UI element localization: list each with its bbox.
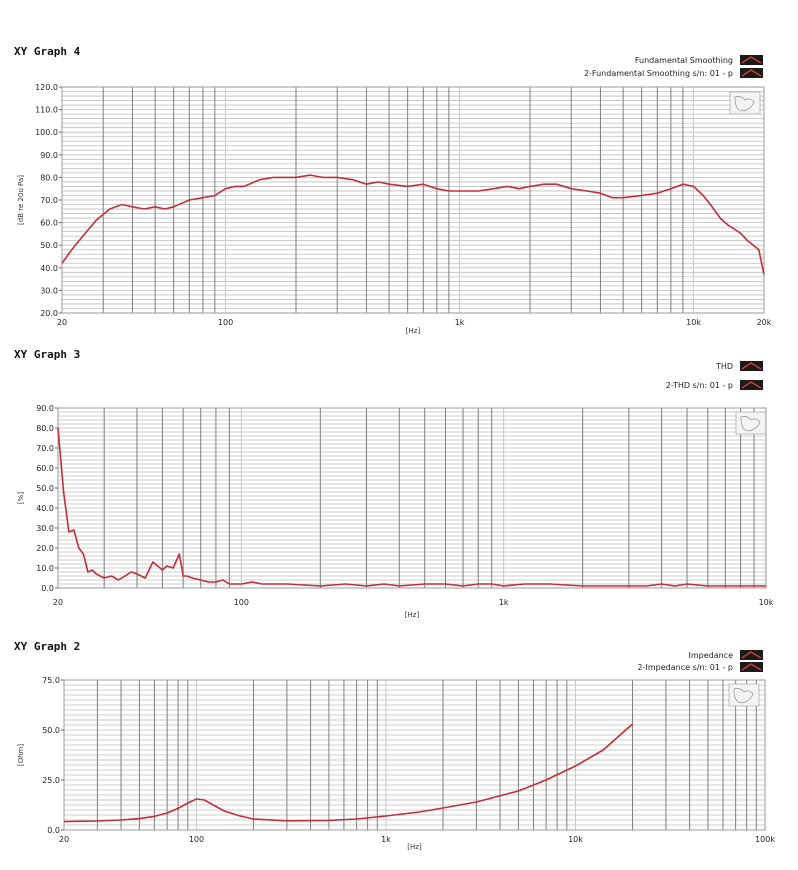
y-tick-label: 70.0 <box>36 444 54 453</box>
watermark-shape <box>740 416 761 432</box>
legend-label: 2-Fundamental Smoothing s/n: 01 - p <box>584 69 733 78</box>
plot-frame <box>57 407 767 589</box>
xy-graph-4: XY Graph 4 Fundamental Smoothing 2-Fundame… <box>14 45 772 335</box>
x-tick-label: 10k <box>759 598 774 607</box>
y-tick-label: 60.0 <box>40 219 58 228</box>
y-tick-label: 80.0 <box>40 173 58 182</box>
y-tick-label: 50.0 <box>42 726 60 735</box>
legend-label: Impedance <box>688 651 733 660</box>
series-line <box>57 427 766 587</box>
y-tick-label: 0.0 <box>41 584 54 593</box>
y-tick-label: 70.0 <box>40 196 58 205</box>
legend-swatch <box>740 662 763 672</box>
xy-graph-2: XY Graph 2 Impedance 2-Impedance s/n: 01 -… <box>14 640 775 851</box>
legend-swatch-line <box>741 651 762 659</box>
y-tick-label: 30.0 <box>36 524 54 533</box>
legend-swatch-line <box>741 362 762 370</box>
y-tick-label: 50.0 <box>36 484 54 493</box>
x-tick-label: 20 <box>59 835 69 844</box>
x-tick-label: 100 <box>189 835 204 844</box>
y-tick-label: 90.0 <box>36 404 54 413</box>
plot-frame <box>61 86 765 314</box>
y-tick-label: 90.0 <box>40 151 58 160</box>
legend-label: Fundamental Smoothing <box>635 56 733 65</box>
watermark-shape <box>733 688 754 704</box>
plot-frame <box>63 679 766 831</box>
y-tick-label: 100.0 <box>35 128 58 137</box>
watermark-logo <box>729 91 761 115</box>
y-axis-label: [dB re 20u Pa] <box>17 175 25 225</box>
x-tick-label: 20k <box>757 318 772 327</box>
legend-label: THD <box>715 362 733 371</box>
watermark-shape <box>734 96 755 112</box>
x-tick-label: 1k <box>499 598 509 607</box>
x-axis-label: [Hz] <box>406 327 421 335</box>
watermark-logo <box>735 411 767 435</box>
y-axis-label: [Ohm] <box>17 744 25 766</box>
x-axis-label: [Hz] <box>407 843 422 851</box>
series-line <box>63 723 634 823</box>
y-axis-label: [%] <box>17 492 25 504</box>
legend-swatch-line <box>741 663 762 671</box>
x-tick-label: 100 <box>234 598 249 607</box>
legend-swatch-line <box>741 381 762 389</box>
plot-area <box>58 408 766 588</box>
legend-swatch <box>740 650 763 660</box>
legend-swatch-line <box>741 69 762 77</box>
y-tick-label: 75.0 <box>42 676 60 685</box>
y-tick-label: 25.0 <box>42 776 60 785</box>
y-tick-label: 20.0 <box>36 544 54 553</box>
legend-swatch <box>740 361 763 371</box>
y-tick-label: 60.0 <box>36 464 54 473</box>
legend-label: 2-Impedance s/n: 01 - p <box>638 663 733 672</box>
y-tick-label: 40.0 <box>40 264 58 273</box>
legend-label: 2-THD s/n: 01 - p <box>666 381 733 390</box>
y-tick-label: 40.0 <box>36 504 54 513</box>
x-tick-label: 100 <box>218 318 233 327</box>
legend-swatch <box>740 380 763 390</box>
chart-title: XY Graph 3 <box>14 348 80 361</box>
x-tick-label: 100k <box>755 835 775 844</box>
y-tick-label: 30.0 <box>40 286 58 295</box>
chart-title: XY Graph 4 <box>14 45 81 58</box>
y-tick-label: 120.0 <box>35 83 58 92</box>
series-line <box>61 174 765 275</box>
legend-swatch <box>740 68 763 78</box>
x-tick-label: 20 <box>57 318 67 327</box>
y-tick-label: 20.0 <box>40 309 58 318</box>
xy-graph-3: XY Graph 3 THD 2-THD s/n: 01 - p 90.0 80.0 70… <box>14 348 774 619</box>
y-tick-label: 10.0 <box>36 564 54 573</box>
legend-swatch-line <box>741 56 762 64</box>
chart-title: XY Graph 2 <box>14 640 80 653</box>
y-tick-label: 50.0 <box>40 241 58 250</box>
watermark-logo <box>728 683 760 707</box>
x-axis-label: [Hz] <box>405 611 420 619</box>
x-tick-label: 20 <box>53 598 63 607</box>
y-tick-label: 80.0 <box>36 424 54 433</box>
y-tick-label: 110.0 <box>35 106 58 115</box>
y-tick-label: 0.0 <box>47 826 60 835</box>
x-tick-label: 10k <box>686 318 701 327</box>
x-tick-label: 1k <box>455 318 465 327</box>
legend-swatch <box>740 55 763 65</box>
x-tick-label: 10k <box>568 835 583 844</box>
x-tick-label: 1k <box>381 835 391 844</box>
